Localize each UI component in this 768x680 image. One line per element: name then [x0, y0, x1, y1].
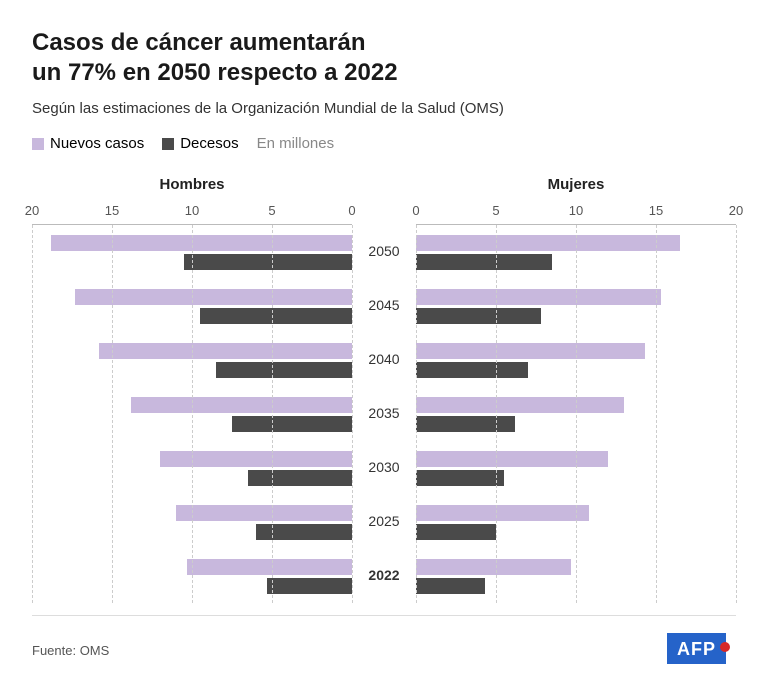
bar-new-cases [416, 505, 589, 521]
chart-container: Casos de cáncer aumentarán un 77% en 205… [0, 0, 768, 680]
legend-item-deaths: Decesos [162, 135, 238, 152]
source-footer: Fuente: OMS [32, 643, 109, 658]
title-line-2: un 77% en 2050 respecto a 2022 [32, 59, 398, 86]
bar-deaths [416, 470, 504, 486]
bar-new-cases [416, 343, 645, 359]
legend: Nuevos casos Decesos En millones [32, 135, 736, 152]
bar-deaths [267, 578, 352, 594]
bar-deaths [416, 254, 552, 270]
bar-deaths [248, 470, 352, 486]
swatch-deaths [162, 138, 174, 150]
grid-line [272, 225, 273, 603]
grid-line [352, 225, 353, 603]
year-label: 2050 [352, 224, 416, 278]
year-label: 2030 [352, 440, 416, 494]
left-panel: Hombres 20151050 [32, 176, 352, 603]
axis-tick: 0 [412, 203, 419, 218]
bar-new-cases [51, 235, 352, 251]
year-label: 2035 [352, 386, 416, 440]
axis-right: 05101520 [416, 203, 736, 225]
year-label: 2025 [352, 494, 416, 548]
bar-deaths [416, 578, 485, 594]
bar-deaths [216, 362, 352, 378]
header-hombres: Hombres [32, 176, 352, 193]
right-panel: Mujeres 05101520 [416, 176, 736, 603]
legend-item-new-cases: Nuevos casos [32, 135, 144, 152]
bar-new-cases [416, 235, 680, 251]
afp-logo-text: AFP [667, 633, 726, 664]
bar-new-cases [160, 451, 352, 467]
axis-tick: 20 [25, 203, 39, 218]
axis-left: 20151050 [32, 203, 352, 225]
footer-divider [32, 615, 736, 616]
header-mujeres: Mujeres [416, 176, 736, 193]
bar-deaths [416, 308, 541, 324]
bar-deaths [232, 416, 352, 432]
axis-tick: 10 [185, 203, 199, 218]
chart-subtitle: Según las estimaciones de la Organizació… [32, 100, 736, 117]
legend-label-new-cases: Nuevos casos [50, 135, 144, 152]
bar-deaths [416, 362, 528, 378]
year-label: 2040 [352, 332, 416, 386]
grid-line [656, 225, 657, 603]
afp-logo: AFP [667, 633, 736, 664]
chart-title: Casos de cáncer aumentarán un 77% en 205… [32, 28, 736, 88]
axis-tick: 15 [105, 203, 119, 218]
legend-label-deaths: Decesos [180, 135, 238, 152]
grid-line [576, 225, 577, 603]
grid-line [192, 225, 193, 603]
axis-tick: 5 [492, 203, 499, 218]
bar-new-cases [131, 397, 352, 413]
grid-right [416, 225, 736, 603]
bar-new-cases [416, 289, 661, 305]
swatch-new-cases [32, 138, 44, 150]
legend-unit: En millones [257, 135, 335, 152]
year-label: 2022 [352, 548, 416, 602]
grid-line [736, 225, 737, 603]
title-line-1: Casos de cáncer aumentarán [32, 29, 365, 56]
axis-tick: 10 [569, 203, 583, 218]
axis-tick: 0 [348, 203, 355, 218]
bar-deaths [184, 254, 352, 270]
bar-new-cases [187, 559, 352, 575]
bar-new-cases [416, 397, 624, 413]
axis-tick: 15 [649, 203, 663, 218]
bar-new-cases [416, 559, 571, 575]
bar-deaths [416, 416, 515, 432]
bar-deaths [416, 524, 496, 540]
year-label: 2045 [352, 278, 416, 332]
bar-new-cases [416, 451, 608, 467]
axis-tick: 20 [729, 203, 743, 218]
grid-line [416, 225, 417, 603]
bar-new-cases [75, 289, 352, 305]
bar-deaths [200, 308, 352, 324]
year-column: 2050204520402035203020252022 [352, 176, 416, 603]
afp-logo-dot [720, 642, 730, 652]
grid-line [32, 225, 33, 603]
grid-line [496, 225, 497, 603]
grid-line [112, 225, 113, 603]
chart-area: Hombres 20151050 20502045204020352030202… [32, 176, 736, 603]
bar-new-cases [99, 343, 352, 359]
bar-deaths [256, 524, 352, 540]
grid-left [32, 225, 352, 603]
bar-new-cases [176, 505, 352, 521]
axis-tick: 5 [268, 203, 275, 218]
